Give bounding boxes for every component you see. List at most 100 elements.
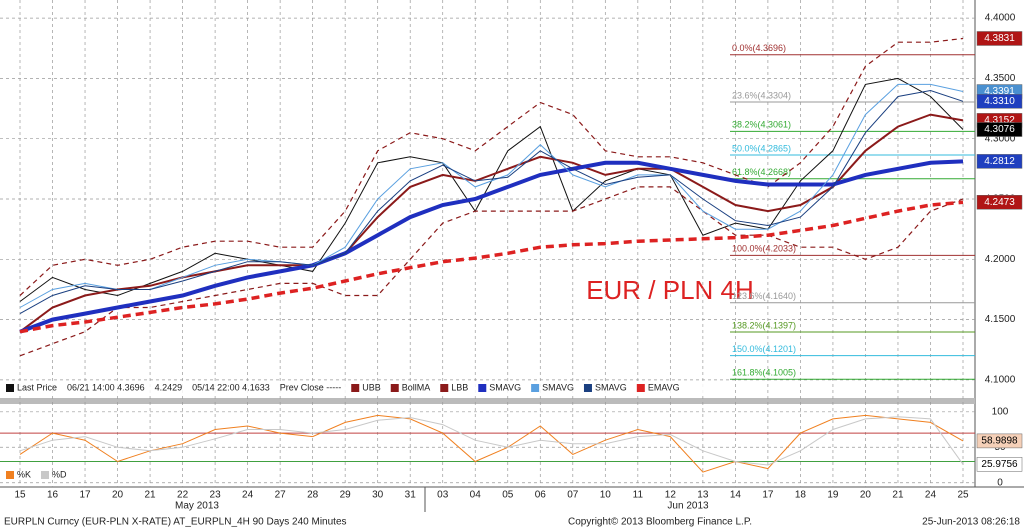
series-line [19,186,964,357]
price-tag-label: 4.3831 [984,33,1015,44]
x-tick-label: 20 [860,490,872,501]
y-tick-label: 100 [992,406,1009,417]
x-tick-label: 14 [730,490,742,501]
legend-swatch [390,384,399,392]
x-tick-label: 25 [957,490,969,501]
legend-text: 05/14 22:00 4.1633 [192,382,270,392]
legend-swatch [351,384,360,392]
fib-label: 161.8%(4.1005) [732,368,796,378]
x-tick-label: 28 [307,490,319,501]
legend-swatch [636,384,645,392]
legend-swatch [583,384,592,392]
legend-swatch [531,384,540,392]
x-tick-label: 06 [535,490,547,501]
series-line [19,414,964,473]
legend-swatch [6,384,14,392]
legend-swatch [440,384,449,392]
x-tick-label: 31 [405,490,417,501]
x-tick-label: 11 [633,490,644,501]
x-tick-label: 03 [437,490,449,501]
x-tick-label: 12 [665,490,677,501]
legend-text: SMAVG [542,382,574,392]
x-tick-label: 30 [372,490,384,501]
price-tag-label: 4.3391 [984,86,1015,97]
x-tick-label: 18 [795,490,807,501]
series-line [19,200,964,334]
x-tick-label: 15 [14,490,26,501]
x-tick-label: 16 [47,490,59,501]
legend-text: SMAVG [595,382,627,392]
price-tag [976,457,1023,472]
y-tick-label: 4.3000 [985,133,1016,144]
legend-text: %D [52,469,67,479]
month-label: Jun 2013 [667,501,709,512]
series-line [19,159,964,334]
legend-text: BollMA [402,382,431,392]
fib-label: 123.6%(4.1640) [732,291,796,301]
x-tick-label: 20 [112,490,124,501]
fib-label: 23.6%(4.3304) [732,90,791,100]
y-tick-label: 4.2000 [985,254,1016,265]
y-tick-label: 4.1500 [985,314,1016,325]
price-tag-label: 4.2473 [984,197,1015,208]
price-tag-label: 4.2812 [984,156,1015,167]
y-tick-label: 0 [997,477,1003,488]
series-line [19,89,964,315]
x-tick-label: 24 [242,490,254,501]
fib-label: 150.0%(4.1201) [732,344,796,354]
x-tick-label: 07 [567,490,579,501]
fib-label: 100.0%(4.2033) [732,244,796,254]
y-tick-label: 4.4000 [985,13,1016,24]
price-tag [976,122,1023,137]
x-tick-label: 17 [79,490,91,501]
legend-text: Prev Close ----- [280,382,342,392]
x-tick-label: 21 [892,490,904,501]
x-tick-label: 21 [145,490,157,501]
series-line [19,83,964,308]
legend-text: UBB [362,382,381,392]
price-tag-label: 25.9756 [981,459,1018,470]
footer-center: Copyright© 2013 Bloomberg Finance L.P. [568,517,752,528]
x-tick-label: 17 [762,490,774,501]
fib-label: 138.2%(4.1397) [732,320,796,330]
price-tag [976,94,1023,109]
legend-text: EMAVG [648,382,680,392]
fib-label: 0.0%(4.3696) [732,43,786,53]
x-tick-label: 04 [470,490,482,501]
x-tick-label: 05 [502,490,514,501]
series-line [19,37,964,296]
price-tag [976,31,1023,46]
price-tag-label: 58.9898 [981,436,1018,447]
x-tick-label: 24 [925,490,937,501]
fib-label: 38.2%(4.3061) [732,120,791,130]
legend-text: 4.2429 [155,382,183,392]
legend-text: SMAVG [489,382,521,392]
panel-divider [0,398,975,404]
fib-label: 50.0%(4.2865) [732,143,791,153]
legend-text: 06/21 14:00 4.3696 [67,382,145,392]
month-label: May 2013 [175,501,219,512]
legend-text: Last Price [17,382,57,392]
fib-label: 61.8%(4.2668) [732,167,791,177]
legend-text: %K [17,469,31,479]
price-tag [976,154,1023,169]
price-tag [976,195,1023,210]
legend-swatch [6,471,14,479]
series-line [19,416,964,466]
x-tick-label: 27 [275,490,287,501]
y-tick-label: 4.3500 [985,73,1016,84]
x-tick-label: 10 [600,490,612,501]
x-tick-label: 23 [210,490,222,501]
footer-left: EURPLN Curncy (EUR-PLN X-RATE) AT_EURPLN… [4,517,347,528]
y-tick-label: 4.1000 [985,375,1016,386]
x-tick-label: 22 [177,490,189,501]
x-tick-label: 13 [697,490,709,501]
footer-right: 25-Jun-2013 08:26:18 [922,517,1020,528]
price-tag-label: 4.3310 [984,96,1015,107]
price-tag-label: 4.3076 [984,124,1015,135]
legend-bg [2,382,727,395]
legend-swatch [41,471,50,479]
